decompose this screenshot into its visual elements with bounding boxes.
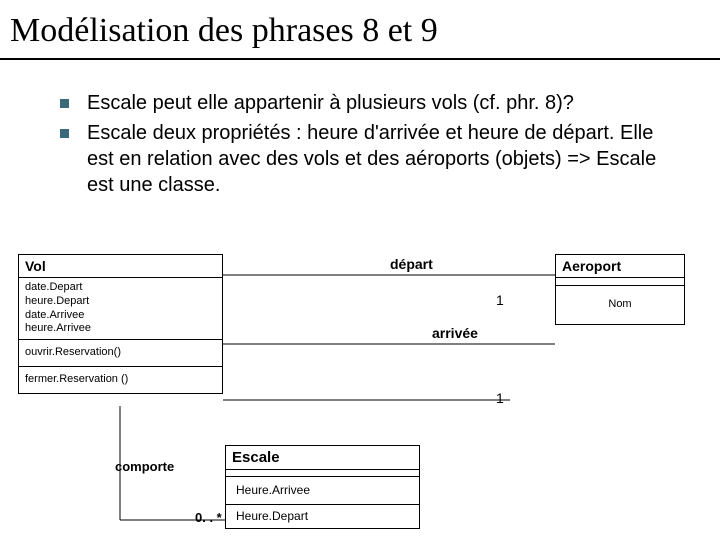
association-lines [0,0,720,540]
